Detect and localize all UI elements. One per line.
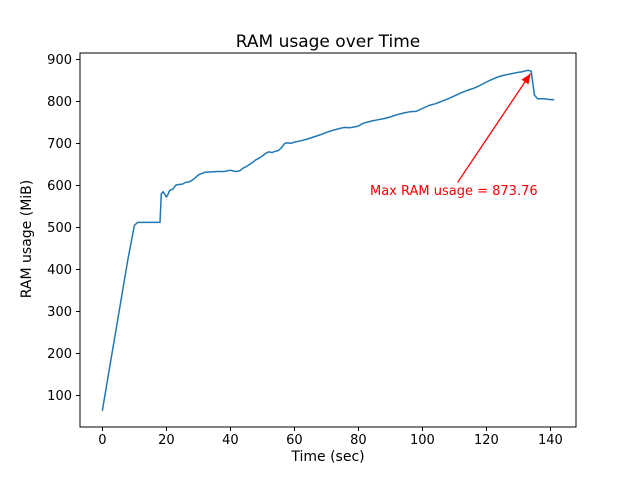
- x-tick-label: 140: [538, 433, 563, 448]
- y-tick-label: 300: [47, 305, 72, 320]
- x-tick-label: 60: [286, 433, 303, 448]
- x-tick-label: 100: [410, 433, 435, 448]
- annotation-arrow-line: [457, 73, 532, 183]
- ram-usage-line: [101, 69, 555, 411]
- plot-spines: [79, 52, 577, 428]
- annotation-arrow-head: [521, 73, 531, 85]
- x-tick-label: 40: [222, 433, 239, 448]
- y-tick-label: 100: [47, 389, 72, 404]
- y-tick-label: 800: [47, 95, 72, 110]
- y-tick-label: 200: [47, 347, 72, 362]
- x-tick-label: 0: [98, 433, 106, 448]
- y-tick-label: 500: [47, 221, 72, 236]
- x-tick-label: 80: [350, 433, 367, 448]
- y-tick-label: 600: [47, 179, 72, 194]
- annotation-text: Max RAM usage = 873.76: [370, 184, 538, 199]
- x-tick-label: 20: [158, 433, 175, 448]
- y-tick-label: 700: [47, 137, 72, 152]
- x-axis-label: Time (sec): [291, 449, 365, 465]
- y-tick-label: 400: [47, 263, 72, 278]
- y-axis-label: RAM usage (MiB): [19, 179, 35, 299]
- x-tick-label: 120: [474, 433, 499, 448]
- y-tick-label: 900: [47, 53, 72, 68]
- chart-title: RAM usage over Time: [235, 32, 421, 52]
